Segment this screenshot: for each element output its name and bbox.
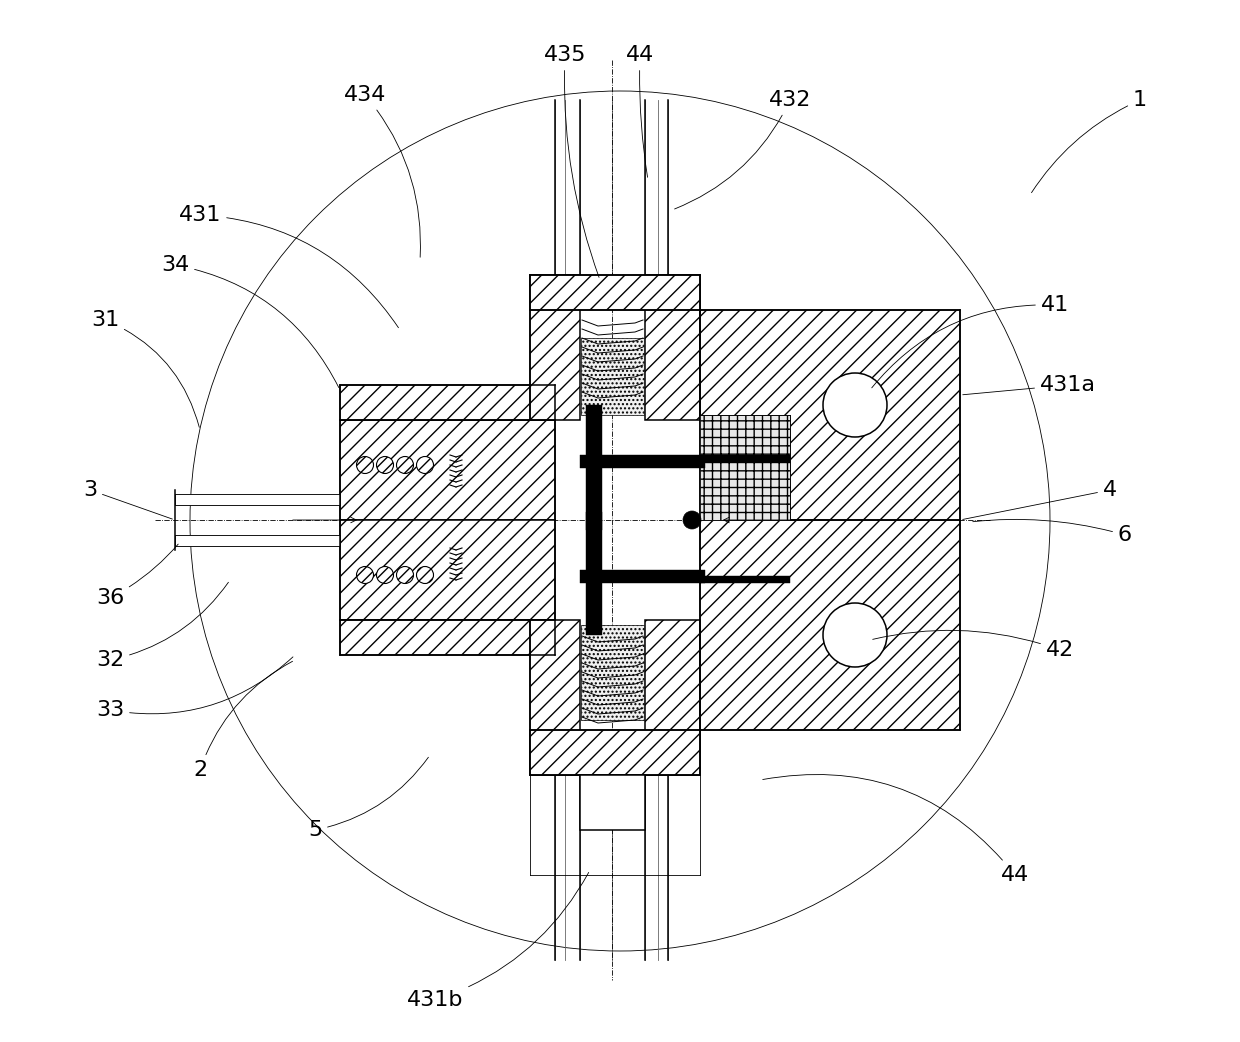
Bar bbox=[580, 570, 706, 584]
Text: 431a: 431a bbox=[962, 375, 1096, 395]
Text: 44: 44 bbox=[763, 774, 1029, 885]
Bar bbox=[645, 620, 701, 775]
Text: 33: 33 bbox=[95, 656, 293, 720]
Bar bbox=[580, 775, 645, 830]
Ellipse shape bbox=[377, 456, 393, 473]
Bar bbox=[175, 494, 340, 505]
Circle shape bbox=[190, 91, 1050, 951]
Text: 44: 44 bbox=[626, 45, 655, 177]
Bar bbox=[529, 730, 701, 775]
Bar bbox=[580, 455, 706, 468]
Ellipse shape bbox=[357, 567, 373, 584]
Text: 434: 434 bbox=[343, 85, 420, 257]
Text: 432: 432 bbox=[675, 90, 811, 209]
Bar bbox=[340, 520, 556, 620]
Bar bbox=[701, 520, 960, 730]
Text: 41: 41 bbox=[872, 295, 1069, 388]
Bar bbox=[529, 275, 701, 311]
Bar bbox=[582, 625, 644, 720]
Text: 2: 2 bbox=[193, 662, 293, 780]
Bar bbox=[645, 275, 701, 420]
Text: 6: 6 bbox=[972, 519, 1132, 545]
Text: 3: 3 bbox=[83, 480, 172, 519]
Bar bbox=[529, 275, 580, 420]
Bar bbox=[587, 405, 601, 530]
Bar bbox=[701, 415, 790, 520]
Bar bbox=[340, 384, 556, 420]
Circle shape bbox=[683, 511, 701, 529]
Text: 42: 42 bbox=[873, 630, 1074, 660]
Text: 1: 1 bbox=[1032, 90, 1147, 193]
Circle shape bbox=[823, 373, 887, 437]
Text: 32: 32 bbox=[95, 582, 228, 670]
Bar bbox=[701, 576, 790, 584]
Text: 4: 4 bbox=[962, 480, 1117, 520]
Bar bbox=[340, 620, 556, 655]
Text: 36: 36 bbox=[95, 544, 179, 607]
Circle shape bbox=[823, 603, 887, 667]
Text: 5: 5 bbox=[308, 758, 428, 840]
Bar bbox=[529, 620, 580, 775]
Ellipse shape bbox=[397, 456, 413, 473]
Bar bbox=[582, 338, 644, 415]
Text: 31: 31 bbox=[91, 311, 200, 427]
Ellipse shape bbox=[397, 567, 413, 584]
Text: 431b: 431b bbox=[407, 872, 589, 1010]
Ellipse shape bbox=[417, 567, 434, 584]
Text: 435: 435 bbox=[544, 45, 599, 277]
Text: 34: 34 bbox=[161, 255, 339, 388]
Bar bbox=[340, 420, 556, 520]
Ellipse shape bbox=[417, 456, 434, 473]
Ellipse shape bbox=[357, 456, 373, 473]
Ellipse shape bbox=[377, 567, 393, 584]
Bar bbox=[175, 535, 340, 546]
Bar bbox=[701, 455, 790, 462]
Bar bbox=[701, 311, 960, 520]
Bar bbox=[587, 512, 601, 635]
Text: 431: 431 bbox=[179, 205, 398, 327]
